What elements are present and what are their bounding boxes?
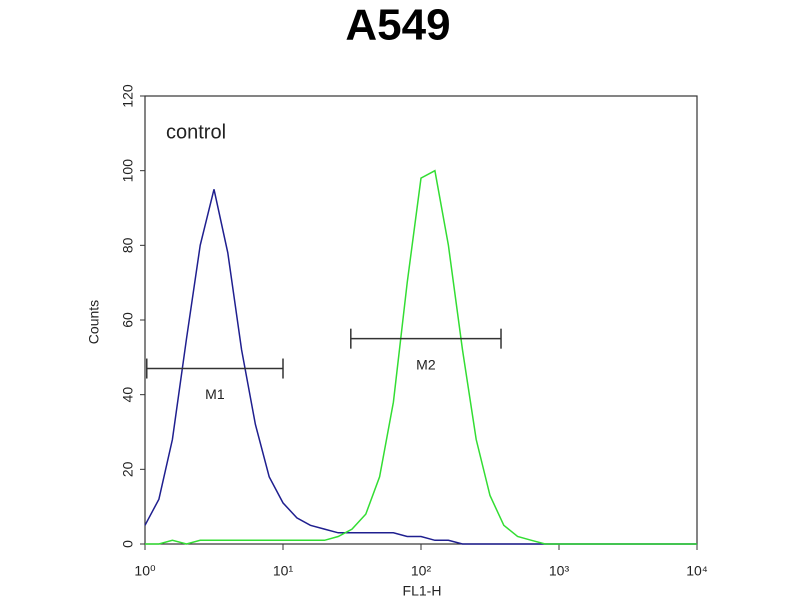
x-tick-label: 10¹ — [273, 563, 294, 579]
y-tick-label: 60 — [120, 312, 136, 328]
x-tick-label: 10⁰ — [134, 563, 156, 579]
x-axis-label: FL1-H — [403, 583, 442, 599]
y-axis-label: Counts — [86, 300, 102, 344]
y-tick-label: 20 — [120, 461, 136, 477]
y-tick-label: 0 — [120, 540, 136, 548]
marker-label: M2 — [416, 356, 436, 372]
marker-label: M1 — [205, 386, 225, 402]
x-tick-label: 10⁴ — [686, 563, 708, 579]
y-tick-label: 120 — [120, 84, 136, 108]
chart-title: A549 — [345, 1, 450, 50]
annotation: control — [166, 121, 226, 143]
y-tick-label: 80 — [120, 237, 136, 253]
plot-frame — [144, 95, 698, 545]
x-tick-label: 10³ — [549, 563, 570, 579]
x-tick-label: 10² — [411, 563, 432, 579]
y-tick-label: 100 — [120, 159, 136, 183]
histogram-line — [145, 169, 697, 545]
y-tick-label: 40 — [120, 387, 136, 403]
